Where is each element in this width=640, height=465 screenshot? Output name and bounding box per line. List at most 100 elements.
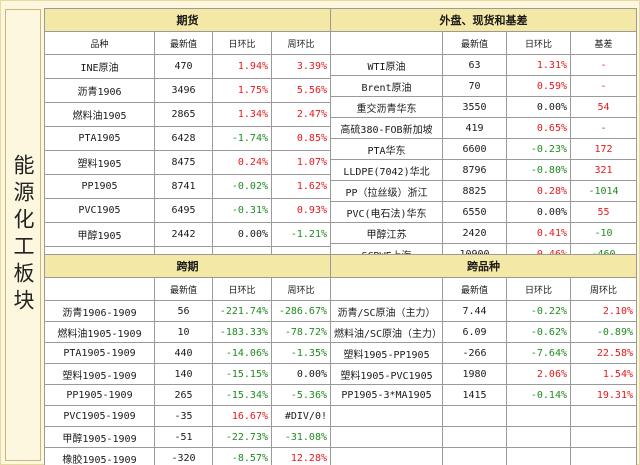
table-row: 甲醇1905-1909 -51 -22.73% -31.08% [44,426,331,448]
row-daily-change: -15.34% [212,384,272,406]
row-weekly-change: 1.07% [271,150,331,175]
row-name: PP1905-1909 [44,384,155,406]
table-row: PVC1905 6495 -0.31% 0.93% [44,198,331,223]
row-daily-change: 0.28% [506,180,571,202]
row-latest-value: 1415 [442,384,507,406]
row-name: PP（拉丝级）浙江 [330,180,443,202]
row-daily-change: 1.31% [506,54,571,76]
row-daily-change: 0.00% [506,96,571,118]
table-row: PTA华东 6600 -0.23% 172 [330,138,637,160]
row-name: WTI原油 [330,54,443,76]
row-weekly-change: -78.72% [271,321,331,343]
row-daily-change [506,447,571,465]
row-latest-value: -35 [154,405,213,427]
row-daily-change: 0.65% [506,117,571,139]
row-weekly-change: 0.85% [271,126,331,151]
row-name: PTA华东 [330,138,443,160]
table-row: PP1905 8741 -0.02% 1.62% [44,174,331,199]
row-weekly-change: #DIV/0! [271,405,331,427]
table-row: 沥青/SC原油（主力） 7.44 -0.22% 2.10% [330,300,637,322]
row-latest-value: 8475 [154,150,213,175]
row-name: 甲醇1905-1909 [44,426,155,448]
table-row: PP1905-1909 265 -15.34% -5.36% [44,384,331,406]
header-basis: 基差 [570,31,637,55]
row-daily-change: -14.06% [212,342,272,364]
row-latest-value: 6550 [442,201,507,223]
row-name: PP1905-3*MA1905 [330,384,443,406]
side-title: 能源化工板块 [11,154,35,316]
row-latest-value: 265 [154,384,213,406]
row-name: 沥青1906-1909 [44,300,155,322]
row-daily-change: -15.15% [212,363,272,385]
header-name [44,277,155,301]
futures-table: 期货 品种 最新值 日环比 周环比 INE原油 470 1.94% 3.39% 沥青19… [44,8,331,271]
table-row: INE原油 470 1.94% 3.39% [44,54,331,79]
row-latest-value: 6428 [154,126,213,151]
row-weekly-change: 1.62% [271,174,331,199]
table-row: 沥青1906-1909 56 -221.74% -286.67% [44,300,331,322]
row-weekly-change: 0.93% [271,198,331,223]
row-name: 橡胶1905-1909 [44,447,155,465]
table-row: 燃料油1905 2865 1.34% 2.47% [44,102,331,127]
row-weekly-change [570,426,637,448]
row-daily-change: 16.67% [212,405,272,427]
row-name: 燃料油1905-1909 [44,321,155,343]
row-latest-value: 2865 [154,102,213,127]
row-basis: 172 [570,138,637,160]
row-weekly-change: -31.08% [271,426,331,448]
row-latest-value [442,426,507,448]
row-daily-change: 0.41% [506,222,571,244]
row-basis: 54 [570,96,637,118]
row-weekly-change: 2.10% [570,300,637,322]
header-daily: 日环比 [506,277,571,301]
row-daily-change: 2.06% [506,363,571,385]
header-weekly: 周环比 [271,277,331,301]
table-row [330,447,637,465]
row-name [330,405,443,427]
row-daily-change: -0.31% [212,198,272,223]
row-name: PTA1905-1909 [44,342,155,364]
row-latest-value: 470 [154,54,213,79]
row-daily-change: 0.00% [506,201,571,223]
header-latest: 最新值 [442,277,507,301]
row-name: 塑料1905-PVC1905 [330,363,443,385]
table-row: 燃料油1905-1909 10 -183.33% -78.72% [44,321,331,343]
table-row: 塑料1905-PP1905 -266 -7.64% 22.58% [330,342,637,364]
row-name: INE原油 [44,54,155,79]
table-row: PTA1905-1909 440 -14.06% -1.35% [44,342,331,364]
header-latest: 最新值 [442,31,507,55]
row-latest-value: 440 [154,342,213,364]
row-basis: 321 [570,159,637,181]
row-latest-value: 2442 [154,222,213,247]
inter-commodity-table: 跨品种 最新值 日环比 周环比 沥青/SC原油（主力） 7.44 -0.22% 2.1… [330,254,637,465]
row-latest-value: 3550 [442,96,507,118]
table-row: 甲醇江苏 2420 0.41% -10 [330,222,637,244]
row-daily-change: -0.22% [506,300,571,322]
row-daily-change: 0.00% [212,222,272,247]
row-weekly-change: -0.89% [570,321,637,343]
row-name: 燃料油1905 [44,102,155,127]
row-latest-value: -266 [442,342,507,364]
row-latest-value: 419 [442,117,507,139]
row-latest-value: 1980 [442,363,507,385]
row-basis: -10 [570,222,637,244]
row-latest-value: 10 [154,321,213,343]
row-name: 塑料1905 [44,150,155,175]
table-row: PP1905-3*MA1905 1415 -0.14% 19.31% [330,384,637,406]
row-name: Brent原油 [330,75,443,97]
row-latest-value: 2420 [442,222,507,244]
row-daily-change: -0.80% [506,159,571,181]
row-name [330,426,443,448]
header-daily: 日环比 [212,31,272,55]
row-name: 沥青1906 [44,78,155,103]
row-weekly-change [570,447,637,465]
row-basis: - [570,54,637,76]
row-daily-change: -8.57% [212,447,272,465]
row-name: 高硫380-FOB新加坡 [330,117,443,139]
row-name: 重交沥青华东 [330,96,443,118]
row-weekly-change: 19.31% [570,384,637,406]
calendar-spread-title: 跨期 [44,254,331,278]
row-daily-change: -221.74% [212,300,272,322]
header-daily: 日环比 [506,31,571,55]
